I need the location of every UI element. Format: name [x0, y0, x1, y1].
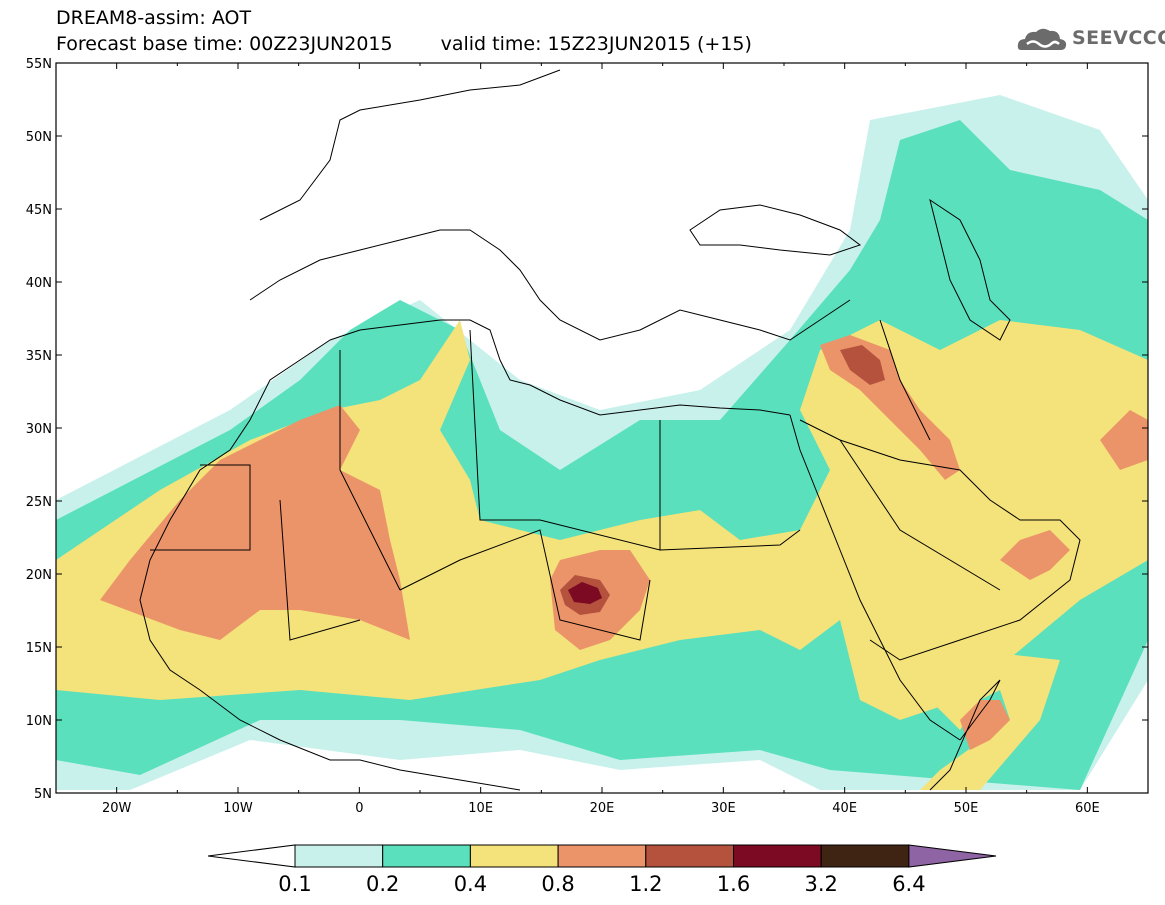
colorbar-swatch — [733, 844, 822, 868]
valid-time: valid time: 15Z23JUN2015 (+15) — [440, 33, 752, 55]
map-title: DREAM8-assim: AOT — [56, 7, 252, 29]
colorbar-label: 3.2 — [804, 872, 837, 896]
lat-label: 15N — [26, 641, 52, 656]
lon-label: 10E — [468, 801, 493, 816]
lon-label: 20E — [590, 801, 615, 816]
colorbar: 0.1 0.2 0.4 0.8 1.2 1.6 3.2 6.4 — [207, 844, 997, 896]
lon-label: 60E — [1075, 801, 1100, 816]
border-iran — [879, 319, 931, 441]
lon-label: 50E — [954, 801, 979, 816]
colorbar-swatch — [294, 844, 384, 868]
colorbar-swatch — [469, 844, 559, 868]
coastline-europe-north — [259, 69, 561, 221]
lon-label: 30E — [711, 801, 736, 816]
latitude-axis: 55N 50N 45N 40N 35N 30N 25N 20N 15N 10N 5N — [26, 57, 1148, 802]
border-arabia — [839, 439, 1001, 591]
coastline-africa-west — [139, 339, 521, 791]
lat-label: 5N — [34, 787, 52, 802]
border-sahel — [399, 529, 651, 641]
coastline-horn — [929, 679, 1001, 791]
lat-label: 55N — [26, 57, 52, 72]
colorbar-label: 0.4 — [454, 872, 487, 896]
lon-label: 20W — [102, 801, 132, 816]
lat-label: 10N — [26, 714, 52, 729]
colorbar-label: 0.2 — [366, 872, 399, 896]
colorbar-label: 1.6 — [717, 872, 750, 896]
aot-contour-0.8-gulf — [1100, 410, 1148, 470]
lat-label: 45N — [26, 203, 52, 218]
aot-contour-0.8-arabia — [1000, 530, 1070, 580]
colorbar-label: 0.8 — [541, 872, 574, 896]
colorbar-swatch — [557, 844, 647, 868]
border-sahara-a — [150, 464, 251, 551]
lat-label: 50N — [26, 130, 52, 145]
lon-label: 10W — [223, 801, 253, 816]
border-sahara-b — [279, 499, 361, 641]
coastline-arabia — [799, 419, 1081, 661]
lat-label: 20N — [26, 568, 52, 583]
colorbar-label: 0.1 — [278, 872, 311, 896]
longitude-axis: 20W 10W 0 10E 20E 30E 40E 50E 60E — [55, 63, 1149, 816]
coastline-north-africa — [329, 319, 791, 416]
aot-contour-0.8-somalia — [960, 700, 1010, 750]
coastlines — [139, 69, 1081, 791]
colorbar-label: 1.2 — [629, 872, 662, 896]
aot-contour-0.8 — [100, 405, 410, 640]
border-sudan — [659, 529, 801, 551]
lon-label: 40E — [832, 801, 857, 816]
aot-fields — [56, 63, 1148, 793]
aot-contour-1.6 — [568, 582, 602, 604]
coastline-europe-south — [249, 229, 851, 341]
lat-label: 30N — [26, 422, 52, 437]
lat-label: 40N — [26, 276, 52, 291]
colorbar-swatch — [645, 844, 734, 868]
colorbar-arrow-low — [207, 844, 296, 868]
coastline-red-sea — [789, 414, 961, 741]
border-sahara-c — [339, 350, 401, 591]
colorbar-arrow-high — [908, 844, 997, 868]
logo-text: SEEVCCC — [1072, 27, 1165, 49]
lat-label: 25N — [26, 495, 52, 510]
colorbar-swatch — [820, 844, 910, 868]
lat-label: 35N — [26, 349, 52, 364]
colorbar-label: 6.4 — [892, 872, 925, 896]
coastline-black-sea — [689, 204, 862, 256]
base-time: Forecast base time: 00Z23JUN2015 — [56, 33, 393, 55]
border-sahara-d — [469, 329, 540, 521]
coastline-caspian — [929, 198, 1011, 341]
time-info: Forecast base time: 00Z23JUN2015 valid ti… — [56, 34, 752, 54]
colorbar-swatch — [382, 844, 471, 868]
cloud-icon — [1017, 28, 1067, 50]
lon-label: 0 — [355, 801, 363, 816]
aot-contour-1.2-iraq — [840, 345, 885, 385]
